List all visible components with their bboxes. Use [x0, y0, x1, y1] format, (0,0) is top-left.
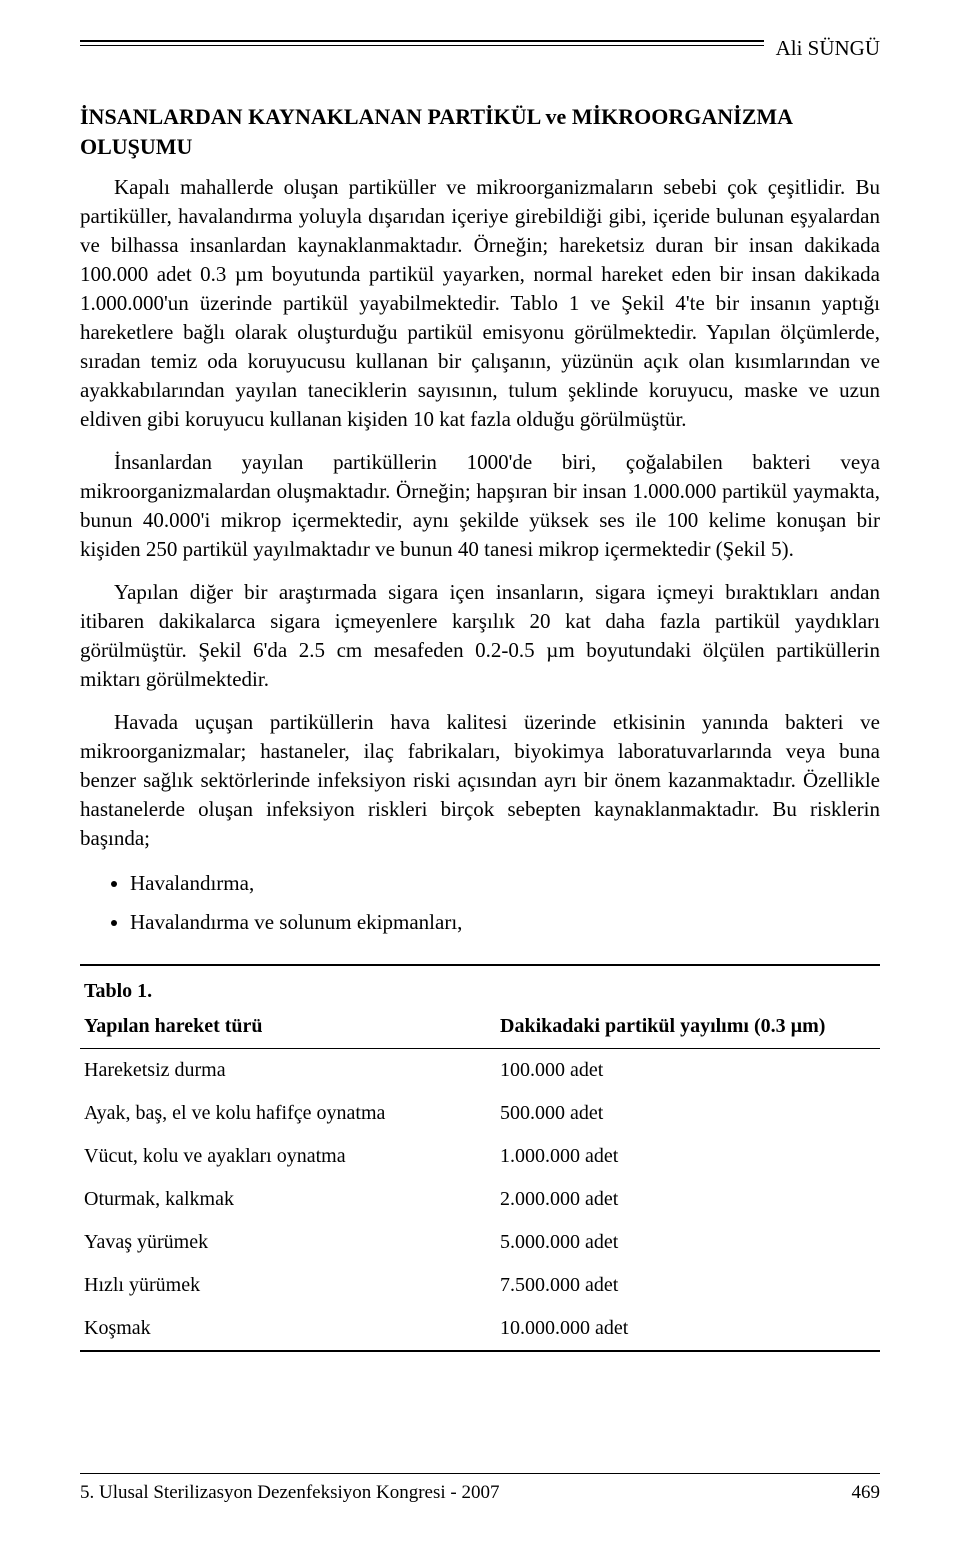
- page-footer: 5. Ulusal Sterilizasyon Dezenfeksiyon Ko…: [80, 1473, 880, 1504]
- table-1-wrap: Tablo 1. Yapılan hareket türü Dakikadaki…: [80, 964, 880, 1352]
- bullet-list: Havalandırma, Havalandırma ve solunum ek…: [80, 867, 880, 940]
- rule-thin: [80, 45, 880, 46]
- bullet-item-1: Havalandırma,: [130, 867, 880, 901]
- paragraph-1: Kapalı mahallerde oluşan partiküller ve …: [80, 173, 880, 434]
- table-cell-movement: Oturmak, kalkmak: [80, 1178, 496, 1221]
- paragraph-3: Yapılan diğer bir araştırmada sigara içe…: [80, 578, 880, 694]
- table-cell-movement: Vücut, kolu ve ayakları oynatma: [80, 1135, 496, 1178]
- table-cell-movement: Hareketsiz durma: [80, 1048, 496, 1092]
- table-row: Koşmak 10.000.000 adet: [80, 1307, 880, 1350]
- table-row: Ayak, baş, el ve kolu hafifçe oynatma 50…: [80, 1092, 880, 1135]
- page: Ali SÜNGÜ İNSANLARDAN KAYNAKLANAN PARTİK…: [0, 0, 960, 1542]
- paragraph-4: Havada uçuşan partiküllerin hava kalites…: [80, 708, 880, 853]
- footer-line: 5. Ulusal Sterilizasyon Dezenfeksiyon Ko…: [80, 1473, 880, 1504]
- paragraph-2: İnsanlardan yayılan partiküllerin 1000'd…: [80, 448, 880, 564]
- table-row: Yavaş yürümek 5.000.000 adet: [80, 1221, 880, 1264]
- table-title: Tablo 1.: [80, 966, 880, 1007]
- table-cell-emission: 7.500.000 adet: [496, 1264, 880, 1307]
- table-row: Vücut, kolu ve ayakları oynatma 1.000.00…: [80, 1135, 880, 1178]
- rule-thick: [80, 40, 880, 42]
- table-cell-emission: 5.000.000 adet: [496, 1221, 880, 1264]
- table-cell-movement: Hızlı yürümek: [80, 1264, 496, 1307]
- author-name: Ali SÜNGÜ: [764, 36, 880, 61]
- section-title: İNSANLARDAN KAYNAKLANAN PARTİKÜL ve MİKR…: [80, 102, 880, 161]
- bullet-item-2: Havalandırma ve solunum ekipmanları,: [130, 906, 880, 940]
- table-cell-emission: 10.000.000 adet: [496, 1307, 880, 1350]
- table-1: Yapılan hareket türü Dakikadaki partikül…: [80, 1007, 880, 1350]
- table-cell-movement: Yavaş yürümek: [80, 1221, 496, 1264]
- table-cell-emission: 100.000 adet: [496, 1048, 880, 1092]
- table-row: Oturmak, kalkmak 2.000.000 adet: [80, 1178, 880, 1221]
- table-cell-movement: Ayak, baş, el ve kolu hafifçe oynatma: [80, 1092, 496, 1135]
- table-header-emission: Dakikadaki partikül yayılımı (0.3 µm): [496, 1007, 880, 1049]
- table-cell-movement: Koşmak: [80, 1307, 496, 1350]
- header-rule-area: Ali SÜNGÜ: [80, 40, 880, 74]
- table-cell-emission: 500.000 adet: [496, 1092, 880, 1135]
- table-cell-emission: 2.000.000 adet: [496, 1178, 880, 1221]
- footer-conference: 5. Ulusal Sterilizasyon Dezenfeksiyon Ko…: [80, 1482, 500, 1504]
- table-row: Hızlı yürümek 7.500.000 adet: [80, 1264, 880, 1307]
- table-header-movement: Yapılan hareket türü: [80, 1007, 496, 1049]
- table-row: Hareketsiz durma 100.000 adet: [80, 1048, 880, 1092]
- footer-page-number: 469: [852, 1482, 881, 1504]
- table-cell-emission: 1.000.000 adet: [496, 1135, 880, 1178]
